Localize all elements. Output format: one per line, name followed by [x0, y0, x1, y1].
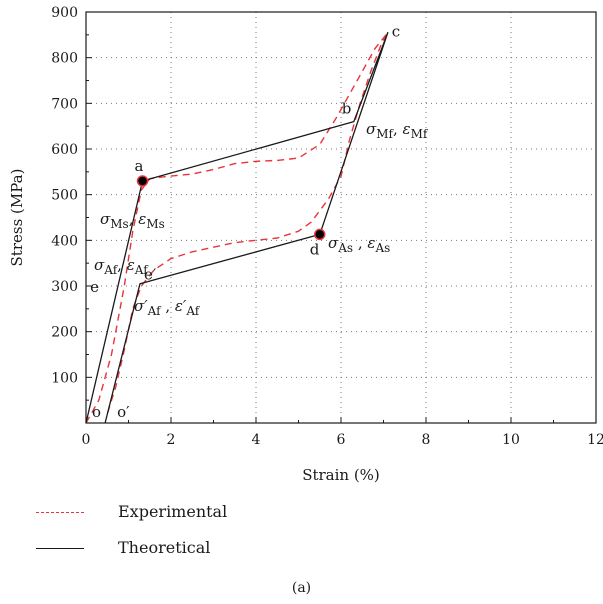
y-tick-label: 600: [51, 142, 78, 158]
math-label-af: σAf, εAf: [94, 256, 149, 277]
math-label-as: σAs , εAs: [328, 234, 390, 255]
y-tick-label: 700: [51, 96, 78, 112]
y-tick-label: 400: [51, 233, 78, 249]
math-label-af-prime: σ′Af , ε′Af: [134, 297, 201, 318]
legend: Experimental Theoretical: [36, 498, 336, 570]
y-tick-label: 900: [51, 5, 78, 21]
point-label: e: [90, 278, 99, 296]
grid: [86, 12, 596, 423]
x-tick-label: 10: [502, 432, 520, 448]
point-label: a: [135, 157, 144, 175]
dashed-line-swatch: [36, 512, 84, 513]
math-label-mf: σMf, εMf: [366, 120, 429, 141]
y-tick-label: 100: [51, 370, 78, 386]
y-tick-label: 500: [51, 188, 78, 204]
x-tick-label: 12: [587, 432, 603, 448]
math-label-ms: σMs, εMs: [100, 210, 165, 231]
solid-line-swatch: [36, 548, 84, 549]
point-label: c: [392, 23, 400, 41]
x-tick-label: 0: [82, 432, 91, 448]
data-point-marker: [136, 175, 149, 187]
legend-label: Experimental: [118, 502, 228, 521]
y-tick-label: 200: [51, 325, 78, 341]
figure-caption: (a): [291, 580, 312, 596]
point-label: o: [92, 403, 101, 421]
y-tick-label: 300: [51, 279, 78, 295]
annotations: a b c d e e′ o o′: [90, 23, 400, 421]
series-line-experimental: [85, 31, 389, 424]
data-point-marker: [314, 228, 326, 241]
markers: [136, 175, 326, 241]
point-label: o′: [117, 403, 130, 421]
x-tick-label: 2: [167, 432, 176, 448]
x-tick-label: 8: [422, 432, 431, 448]
point-label: d: [310, 240, 320, 258]
x-axis-title: Strain (%): [302, 466, 380, 484]
y-tick-label: 800: [51, 51, 78, 67]
x-tick-label: 6: [337, 432, 346, 448]
axes: 0 2 4 6 8 10 12 100 200 300 400 500 600 700 800 900: [51, 5, 603, 448]
x-tick-label: 4: [252, 432, 261, 448]
point-label: b: [342, 100, 352, 118]
point-label: e′: [144, 266, 157, 284]
legend-item-theoretical: Theoretical: [36, 534, 336, 570]
stress-strain-chart: 0 2 4 6 8 10 12 100 200 300 400 500 600 700 800 900 a b c…: [8, 5, 603, 484]
legend-label: Theoretical: [118, 538, 211, 557]
y-axis-title: Stress (MPa): [8, 169, 26, 267]
legend-item-experimental: Experimental: [36, 498, 336, 534]
math-labels: σMs, εMs σMf, εMf σAs , εAs σAf, εAf σ′Af , …: [94, 120, 429, 318]
